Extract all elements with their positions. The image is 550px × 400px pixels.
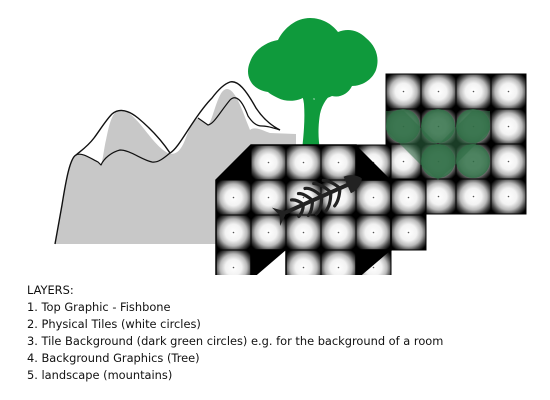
fish-tail: [271, 207, 287, 226]
tree-canopy: [248, 18, 378, 101]
legend-item-top-graphic: 1. Top Graphic - Fishbone: [27, 300, 171, 314]
physical-tile: [455, 73, 492, 110]
green-background-circle: [421, 109, 455, 143]
physical-tile: [355, 179, 392, 216]
physical-tile: [490, 143, 527, 180]
physical-tile: [215, 249, 252, 275]
physical-tile: [215, 214, 252, 251]
tile-bevel: [356, 250, 391, 275]
physical-tile: [420, 73, 457, 110]
fishbone-graphic: [271, 175, 362, 226]
legend-item-tile-background: 3. Tile Background (dark green circles) …: [27, 334, 444, 348]
layers-legend: LAYERS: 1. Top Graphic - Fishbone 2. Phy…: [27, 282, 443, 384]
physical-tile: [390, 214, 427, 251]
physical-tile: [455, 178, 492, 215]
tree: [248, 18, 378, 150]
physical-tile: [490, 108, 527, 145]
physical-tile: [320, 249, 357, 275]
physical-tile: [355, 214, 392, 251]
mountain-snowline-right: [197, 97, 281, 131]
tile-bevel: [251, 250, 286, 275]
physical-tile: [320, 214, 357, 251]
layered-scene: [54, 18, 527, 275]
tile-group-a-outline: [215, 144, 392, 275]
physical-tile: [385, 73, 422, 110]
physical-tile: [390, 179, 427, 216]
mountain-snowline: [75, 149, 171, 166]
physical-tile: [250, 144, 287, 181]
legend-item-background-graphics: 4. Background Graphics (Tree): [27, 351, 200, 365]
physical-tile: [285, 144, 322, 181]
fish-ribs: [289, 178, 342, 218]
green-background-shape: [386, 111, 490, 180]
physical-tile: [320, 144, 357, 181]
fish-head: [343, 175, 362, 194]
physical-tile: [285, 214, 322, 251]
tile-background-green: [386, 109, 490, 180]
physical-tile: [215, 179, 252, 216]
legend-item-landscape: 5. landscape (mountains): [27, 368, 173, 382]
legend-item-physical-tiles: 2. Physical Tiles (white circles): [27, 317, 201, 331]
physical-tile: [250, 179, 287, 216]
physical-tile: [490, 178, 527, 215]
physical-tile: [285, 249, 322, 275]
legend-heading: LAYERS:: [27, 283, 74, 297]
physical-tile: [490, 73, 527, 110]
mountain-outline: [54, 81, 281, 245]
fish-spine: [284, 182, 350, 215]
tile-bevel: [356, 145, 391, 180]
